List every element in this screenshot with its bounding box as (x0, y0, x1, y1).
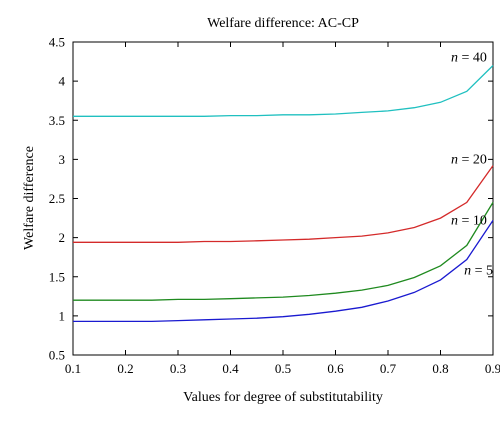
y-tick-label: 1.5 (49, 269, 65, 284)
series-line-n-40 (73, 65, 494, 117)
series-label-value: 40 (473, 51, 487, 66)
x-tick-label: 0.4 (222, 361, 239, 376)
series-label-value: 10 (473, 213, 487, 228)
y-tick-label: 2 (59, 230, 66, 245)
x-tick-label: 0.5 (275, 361, 291, 376)
series-label-value: 5 (486, 263, 493, 278)
series-label-n-40: n = 40 (451, 51, 487, 66)
series-labels: n = 40n = 20n = 10n = 5 (451, 51, 493, 279)
x-axis-title: Values for degree of substitutability (183, 390, 383, 405)
x-tick-label: 0.3 (170, 361, 186, 376)
y-tick-label: 4 (59, 74, 66, 89)
y-axis: 0.5 1 1.5 2 2.5 3 3.5 4 4.5 (49, 35, 493, 363)
series-label-value: 20 (473, 152, 487, 167)
series-label-eq: = (458, 51, 473, 66)
y-tick-label: 0.5 (49, 348, 65, 363)
x-tick-label: 0.1 (65, 361, 81, 376)
series-label-var: n (451, 152, 458, 167)
y-axis-title: Welfare difference (22, 146, 37, 250)
series-line-n-5 (73, 220, 494, 323)
x-tick-label: 0.8 (432, 361, 448, 376)
series-label-var: n (464, 263, 471, 278)
x-tick-label: 0.7 (380, 361, 397, 376)
series-line-n-20 (73, 165, 494, 243)
plot-area (72, 41, 494, 356)
y-tick-label: 3.5 (49, 113, 65, 128)
series-lines (73, 65, 494, 323)
series-label-var: n (451, 51, 458, 66)
series-label-n-5: n = 5 (464, 263, 493, 278)
x-axis: 0.1 0.2 0.3 0.4 0.5 0.6 0.7 0.8 0.9 (65, 42, 500, 376)
series-label-n-20: n = 20 (451, 152, 487, 167)
series-label-eq: = (458, 213, 473, 228)
y-tick-label: 4.5 (49, 35, 65, 50)
x-tick-label: 0.6 (327, 361, 344, 376)
y-tick-label: 1 (59, 308, 66, 323)
series-line-n-10 (73, 202, 494, 301)
x-tick-label: 0.2 (117, 361, 133, 376)
y-tick-label: 3 (59, 152, 66, 167)
series-label-eq: = (471, 263, 486, 278)
series-label-n-10: n = 10 (451, 213, 487, 228)
x-tick-label: 0.9 (485, 361, 500, 376)
y-tick-label: 2.5 (49, 191, 65, 206)
chart-title: Welfare difference: AC-CP (207, 16, 359, 31)
series-label-eq: = (458, 152, 473, 167)
series-label-var: n (451, 213, 458, 228)
